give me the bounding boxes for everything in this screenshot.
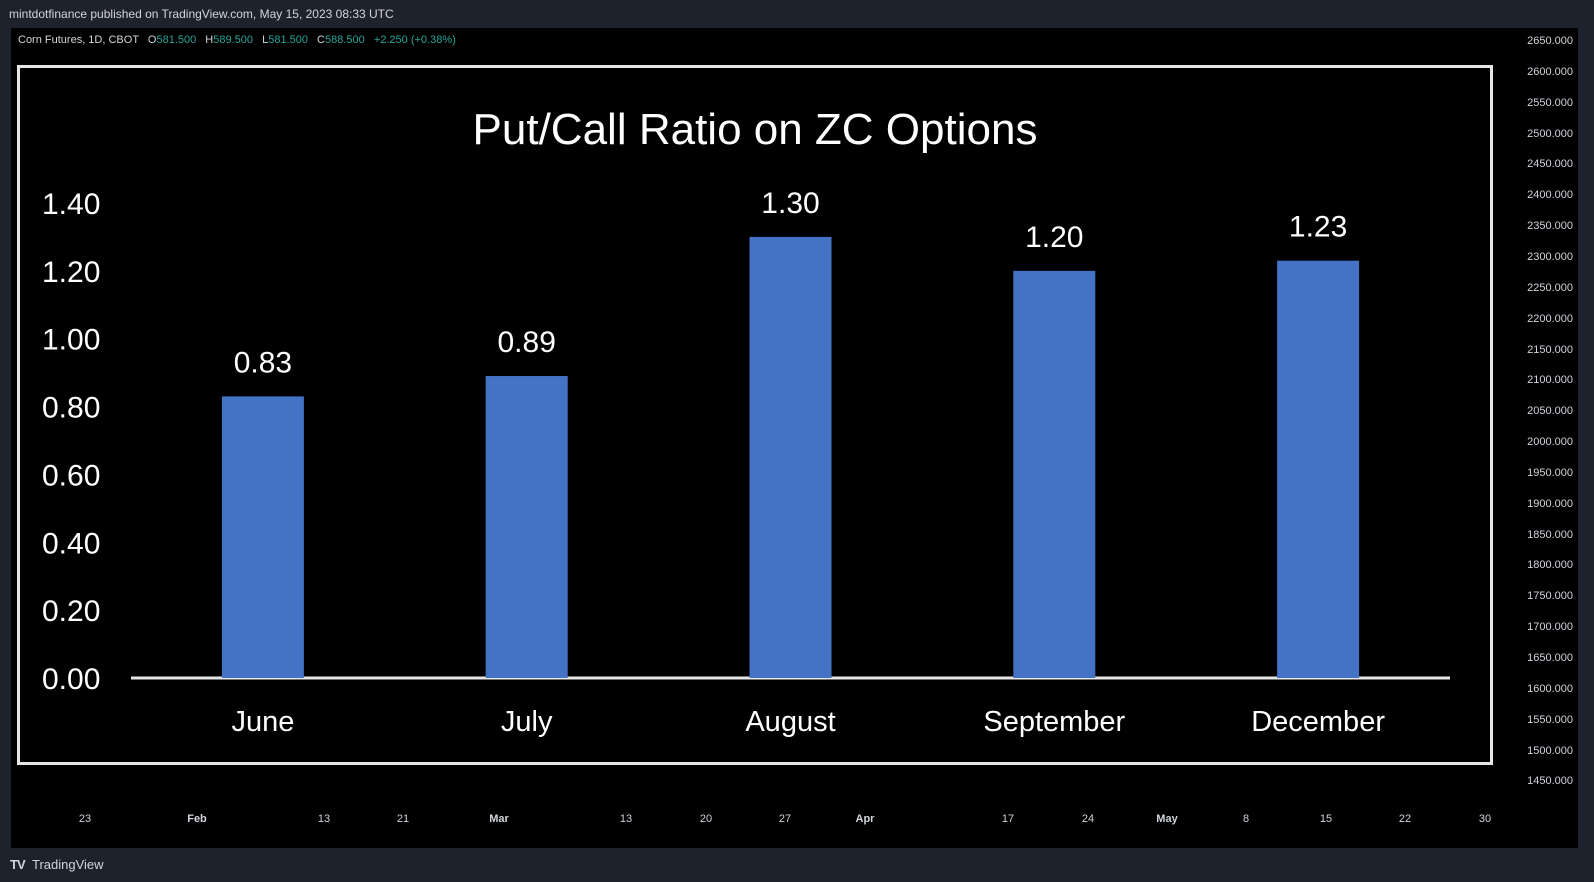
time-tick-label: 17 [1001,813,1015,825]
change-value: +2.250 (+0.38%) [373,34,456,46]
price-tick-label: 2050.000 [1527,405,1573,418]
price-tick-label: 2200.000 [1527,312,1573,325]
category-label: December [1251,706,1385,738]
y-tick-label: 1.40 [42,188,100,221]
symbol-name: Corn Futures, 1D, CBOT [18,34,139,46]
price-tick-label: 1450.000 [1527,775,1573,788]
y-tick-label: 0.00 [42,663,100,696]
time-tick-label: 13 [317,813,331,825]
price-tick-label: 1500.000 [1527,744,1573,757]
price-tick-label: 1800.000 [1527,559,1573,572]
category-label: August [745,706,835,738]
symbol-legend: Corn Futures, 1D, CBOT O581.500 H589.500… [18,34,456,46]
bar-june [221,396,304,678]
category-label: June [231,706,294,738]
bar-july [485,376,568,678]
time-tick-label: Mar [489,813,509,825]
time-tick-label: Apr [855,813,875,825]
y-tick-label: 0.80 [42,392,100,425]
price-tick-label: 2300.000 [1527,250,1573,263]
close-value: 588.500 [324,34,365,46]
time-tick-label: May [1156,813,1178,825]
chart-title: Put/Call Ratio on ZC Options [473,105,1038,154]
price-tick-label: 2250.000 [1527,281,1573,294]
time-tick-label: 22 [1398,813,1412,825]
high-value: 589.500 [213,34,254,46]
y-tick-label: 0.60 [42,459,100,492]
embedded-bar-chart: Put/Call Ratio on ZC Options 0.00 0.20 0.4… [17,65,1493,765]
close-label: C [317,34,325,46]
price-tick-label: 1600.000 [1527,682,1573,695]
footer-brand[interactable]: TV TradingView [0,848,1594,882]
open-label: O [147,34,157,46]
time-tick-label: 30 [1478,813,1492,825]
price-tick-label: 2400.000 [1527,189,1573,202]
time-tick-label: 27 [778,813,792,825]
time-tick-label: 20 [699,813,713,825]
price-tick-label: 2350.000 [1527,220,1573,233]
low-label: L [262,34,269,46]
price-tick-label: 2450.000 [1527,158,1573,171]
price-tick-label: 2100.000 [1527,374,1573,387]
price-tick-label: 1650.000 [1527,652,1573,664]
price-tick-label: 1950.000 [1527,466,1573,479]
data-label: 0.83 [234,346,292,379]
time-tick-label: Feb [187,813,207,825]
chart-panel[interactable]: Corn Futures, 1D, CBOT O581.500 H589.500… [11,28,1578,848]
price-tick-label: 2550.000 [1527,96,1573,109]
price-tick-label: 2000.000 [1527,436,1573,449]
low-value: 581.500 [268,34,308,46]
tradingview-logo-icon: TV [10,857,26,872]
brand-name: TradingView [32,857,104,872]
time-tick-label: 23 [78,813,92,825]
high-label: H [205,34,214,46]
time-tick-label: 8 [1242,813,1250,825]
price-tick-label: 2500.000 [1527,127,1573,140]
time-tick-label: 13 [619,813,633,825]
y-tick-label: 1.00 [42,324,100,357]
bar-december [1277,260,1360,678]
data-label: 1.30 [761,187,819,220]
price-tick-label: 2150.000 [1527,343,1573,356]
price-tick-label: 1900.000 [1527,497,1573,510]
data-label: 0.89 [498,326,556,359]
time-tick-label: 21 [396,813,410,825]
bar-chart-svg: Put/Call Ratio on ZC Options 0.00 0.20 0.4… [42,105,1450,738]
data-label: 1.20 [1025,221,1083,254]
y-tick-label: 0.20 [42,595,100,628]
price-axis[interactable]: 2650.000 2600.000 2550.000 2500.000 2450.000… [1519,28,1578,828]
price-tick-label: 2650.000 [1527,35,1573,47]
bar-august [749,236,832,678]
price-tick-label: 1850.000 [1527,528,1573,541]
category-label: July [501,706,553,738]
price-tick-label: 1550.000 [1527,713,1573,726]
price-tick-label: 1700.000 [1527,621,1573,634]
open-value: 581.500 [156,34,197,46]
category-label: September [983,706,1125,738]
bar-september [1013,270,1096,678]
publication-attribution: mintdotfinance published on TradingView.… [9,7,394,21]
y-tick-label: 0.40 [42,527,100,560]
data-label: 1.23 [1289,211,1347,244]
time-tick-label: 24 [1081,813,1095,825]
time-tick-label: 15 [1319,813,1333,825]
price-tick-label: 1750.000 [1527,590,1573,603]
price-tick-label: 2600.000 [1527,65,1573,78]
y-tick-label: 1.20 [42,256,100,289]
